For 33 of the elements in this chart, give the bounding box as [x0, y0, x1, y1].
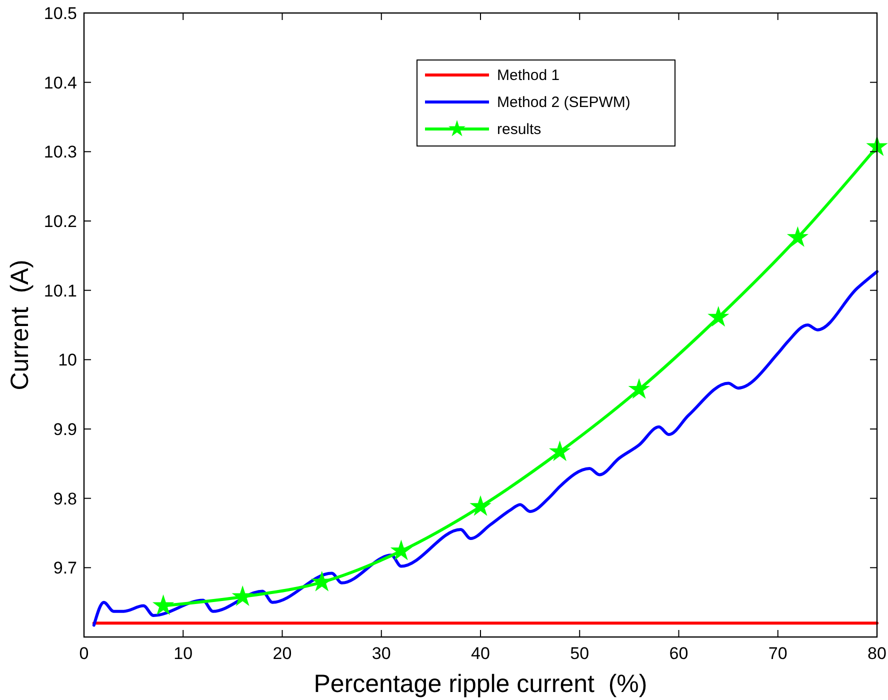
line-series	[92, 270, 878, 627]
x-axis-title: Percentage ripple current (%)	[314, 670, 648, 698]
y-tick-label: 9.7	[53, 558, 77, 578]
point	[392, 541, 410, 560]
y-tick-label: 10.5	[44, 4, 77, 23]
point	[471, 496, 490, 515]
x-tick-label: 0	[79, 644, 89, 663]
y-tick-label: 10	[58, 350, 77, 370]
point	[154, 596, 173, 614]
y-tick-label: 10.3	[44, 142, 77, 162]
x-tick-label: 80	[868, 644, 886, 663]
y-tick-label: 9.8	[53, 489, 77, 508]
x-tick-label: 50	[570, 644, 590, 663]
point	[868, 137, 886, 155]
y-tick-label: 10.4	[44, 73, 77, 92]
y-tick-label: 10.2	[44, 212, 77, 231]
y-tick-label: 9.9	[53, 420, 77, 439]
point	[630, 380, 648, 398]
x-tick-label: 10	[174, 644, 193, 663]
x-tick-label: 30	[372, 644, 391, 663]
y-axis-title: Current (A)	[6, 260, 34, 390]
x-tick-label: 60	[669, 644, 688, 663]
x-tick-label: 40	[471, 644, 490, 663]
point	[233, 587, 252, 605]
point	[709, 308, 728, 326]
legend-label: Method 2 (SEPWM)	[497, 94, 630, 111]
x-tick-label: 70	[768, 644, 788, 663]
legend-label: Method 1	[497, 67, 560, 84]
legend-label: results	[497, 121, 542, 138]
point	[550, 442, 570, 460]
x-tick-label: 20	[272, 644, 292, 663]
point	[788, 228, 807, 246]
y-tick-label: 10.1	[44, 281, 77, 300]
